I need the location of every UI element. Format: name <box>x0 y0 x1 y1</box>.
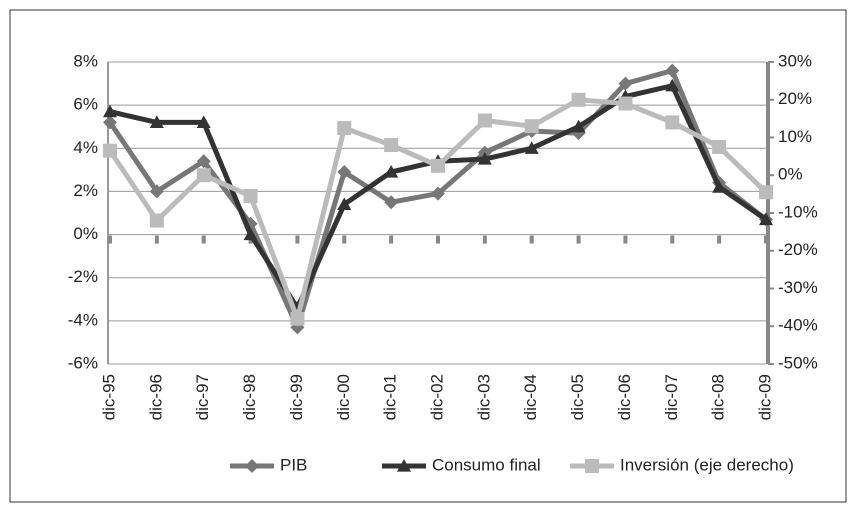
y2-tick-label: -10% <box>778 202 818 221</box>
marker-square <box>618 96 633 111</box>
y2-tick-label: 20% <box>778 89 812 108</box>
marker-square <box>290 311 305 326</box>
x-tick-label: dic-08 <box>709 374 728 420</box>
y2-tick-label: 0% <box>778 165 803 184</box>
x-tick <box>670 235 675 244</box>
marker-triangle <box>337 197 352 210</box>
y-tick-label: -2% <box>68 267 98 286</box>
x-tick <box>108 235 112 244</box>
y2-tick-label: -40% <box>778 316 818 335</box>
x-tick <box>717 235 722 244</box>
x-tick <box>154 235 159 244</box>
y-tick-label: 6% <box>73 95 98 114</box>
y-tick-label: -4% <box>68 310 98 329</box>
y-tick-label: 8% <box>73 51 98 70</box>
x-tick-label: dic-07 <box>662 374 681 420</box>
marker-triangle <box>524 141 539 154</box>
y2-tick-label: 10% <box>778 127 812 146</box>
x-tick <box>482 235 487 244</box>
marker-diamond <box>245 459 259 473</box>
y-tick-label: 2% <box>73 181 98 200</box>
x-tick-label: dic-98 <box>240 374 259 420</box>
y-tick-label: -6% <box>68 353 98 372</box>
marker-triangle <box>384 165 399 178</box>
x-tick <box>389 235 394 244</box>
x-tick-label: dic-00 <box>334 374 353 420</box>
marker-triangle <box>149 115 164 128</box>
legend-label: Inversión (eje derecho) <box>620 455 794 474</box>
frame <box>9 9 847 503</box>
marker-square <box>431 158 445 173</box>
legend-label: PIB <box>280 455 307 474</box>
x-tick-label: dic-06 <box>615 374 634 420</box>
x-tick-label: dic-09 <box>755 374 774 420</box>
marker-triangle <box>196 115 211 128</box>
marker-triangle <box>571 119 586 133</box>
y2-tick-label: -50% <box>778 353 818 372</box>
marker-square <box>103 143 117 158</box>
marker-square <box>585 459 599 473</box>
marker-triangle <box>243 227 258 241</box>
x-tick <box>295 235 300 244</box>
x-tick-label: dic-03 <box>474 374 493 420</box>
marker-triangle <box>759 212 773 226</box>
marker-triangle <box>712 180 727 193</box>
x-tick-label: dic-01 <box>381 374 400 420</box>
y2-tick-label: -30% <box>778 278 818 297</box>
marker-diamond <box>384 195 399 210</box>
x-tick-label: dic-96 <box>146 374 165 420</box>
x-tick <box>342 235 347 244</box>
marker-triangle <box>665 78 680 92</box>
x-tick-label: dic-99 <box>287 374 306 420</box>
y-tick-label: 0% <box>73 224 98 243</box>
x-tick <box>764 235 768 244</box>
y2-tick-label: 30% <box>778 51 812 70</box>
marker-square <box>243 189 258 204</box>
marker-square <box>665 115 680 130</box>
marker-square <box>149 213 164 228</box>
legend-label: Consumo final <box>432 455 541 474</box>
marker-square <box>712 139 727 154</box>
x-tick <box>576 235 581 244</box>
marker-diamond <box>618 76 633 91</box>
x-tick-label: dic-04 <box>521 374 540 420</box>
marker-square <box>196 168 211 183</box>
marker-square <box>524 119 539 134</box>
marker-diamond <box>431 186 445 201</box>
marker-square <box>477 113 492 128</box>
x-tick <box>201 235 206 244</box>
y2-tick-label: -20% <box>778 240 818 259</box>
marker-square <box>337 121 352 136</box>
marker-diamond <box>196 154 211 169</box>
marker-triangle <box>397 459 411 472</box>
x-tick-label: dic-05 <box>568 374 587 420</box>
x-tick <box>529 235 534 244</box>
y-tick-label: 4% <box>73 138 98 157</box>
marker-square <box>759 185 773 200</box>
x-tick-label: dic-97 <box>193 374 212 420</box>
x-tick <box>623 235 628 244</box>
x-tick <box>436 235 440 244</box>
marker-diamond <box>149 184 164 199</box>
marker-triangle <box>477 152 492 165</box>
marker-diamond <box>103 115 117 130</box>
x-tick-label: dic-95 <box>99 374 118 420</box>
marker-triangle <box>103 104 117 118</box>
marker-square <box>384 138 399 153</box>
x-tick-label: dic-02 <box>427 374 446 420</box>
marker-diamond <box>337 165 352 180</box>
marker-square <box>571 92 586 107</box>
marker-diamond <box>665 63 680 78</box>
